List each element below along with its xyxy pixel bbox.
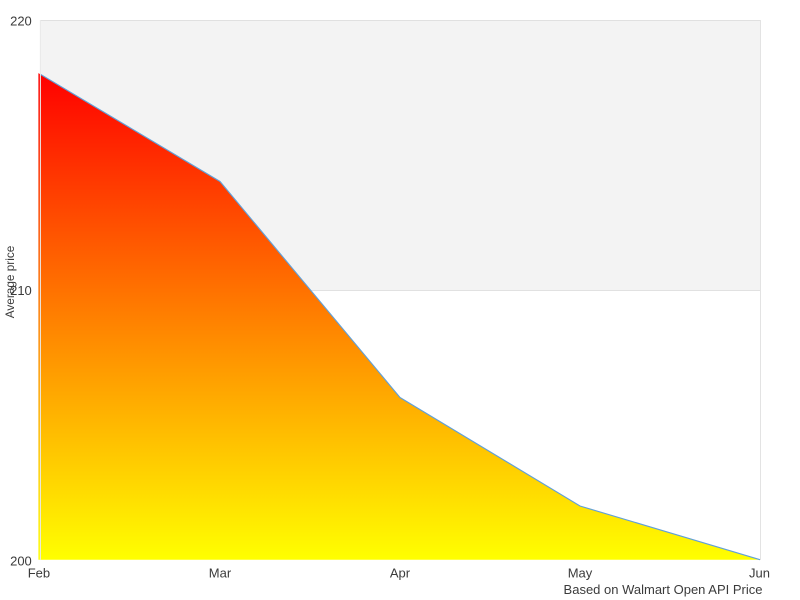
svg-text:210: 210 (10, 283, 32, 298)
svg-text:Feb: Feb (28, 566, 50, 581)
svg-text:220: 220 (10, 13, 32, 28)
svg-text:Apr: Apr (390, 566, 411, 581)
svg-text:Based on Walmart Open API Pric: Based on Walmart Open API Price (564, 582, 763, 597)
svg-text:Mar: Mar (209, 566, 232, 581)
svg-text:200: 200 (10, 553, 32, 568)
svg-text:Jun: Jun (749, 566, 770, 581)
svg-text:May: May (568, 566, 593, 581)
svg-text:Average price: Average price (3, 245, 17, 318)
